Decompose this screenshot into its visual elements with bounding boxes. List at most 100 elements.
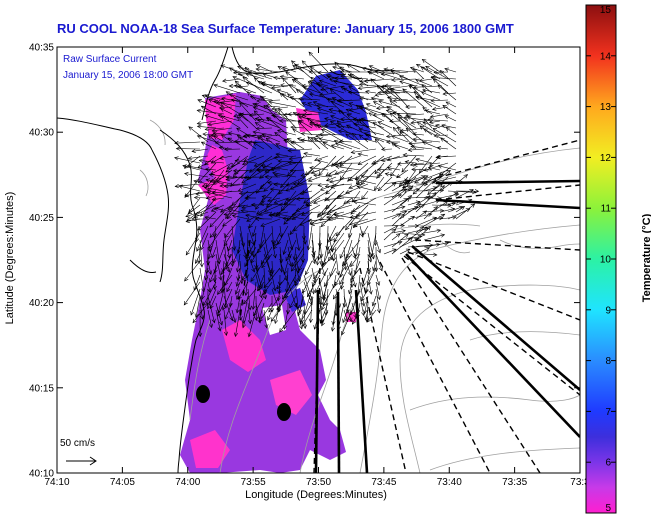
surface-current-vectors bbox=[174, 51, 480, 338]
current-vector bbox=[372, 122, 393, 136]
current-vector bbox=[399, 80, 417, 87]
current-vector bbox=[383, 67, 401, 73]
current-vector bbox=[211, 190, 241, 195]
current-vector bbox=[240, 208, 257, 213]
current-vector bbox=[188, 126, 209, 143]
current-vector bbox=[287, 160, 313, 165]
current-vector bbox=[252, 130, 273, 136]
current-vector bbox=[420, 91, 441, 101]
current-vector bbox=[383, 248, 397, 255]
current-vector bbox=[309, 92, 337, 101]
current-vector bbox=[236, 116, 249, 129]
current-vector bbox=[307, 81, 329, 101]
current-vector bbox=[296, 137, 313, 143]
current-vector bbox=[195, 225, 201, 243]
current-vector bbox=[260, 246, 273, 265]
current-vector bbox=[255, 197, 265, 210]
current-vector bbox=[389, 100, 409, 115]
current-vector bbox=[290, 140, 305, 145]
current-vector bbox=[321, 128, 345, 143]
current-vector bbox=[415, 95, 433, 101]
current-vector bbox=[381, 85, 401, 101]
current-vector bbox=[248, 155, 273, 173]
current-vector bbox=[237, 71, 265, 77]
current-vector bbox=[259, 162, 281, 179]
current-vector bbox=[268, 295, 281, 313]
current-vector bbox=[303, 190, 321, 204]
current-vector bbox=[421, 176, 441, 184]
current-vector bbox=[254, 122, 265, 129]
color-bar-tick-label: 11 bbox=[601, 204, 612, 215]
current-vector bbox=[209, 211, 225, 228]
current-vector bbox=[184, 190, 209, 198]
current-vector bbox=[317, 211, 329, 216]
current-vector bbox=[350, 288, 361, 316]
current-vector bbox=[391, 236, 413, 255]
current-vector bbox=[207, 295, 216, 324]
current-vector bbox=[347, 225, 353, 238]
current-vector bbox=[381, 147, 393, 152]
x-tick-label: 73:50 bbox=[306, 477, 331, 488]
current-vector bbox=[345, 197, 369, 204]
current-vector bbox=[307, 218, 329, 223]
current-vector bbox=[330, 115, 345, 122]
current-vector bbox=[269, 187, 289, 192]
current-vector bbox=[351, 197, 377, 212]
current-vector bbox=[209, 218, 225, 239]
current-vector bbox=[197, 99, 217, 108]
current-vector bbox=[336, 302, 345, 331]
current-vector bbox=[239, 225, 246, 248]
current-vector bbox=[357, 155, 377, 165]
current-vector bbox=[341, 253, 353, 267]
current-vector bbox=[298, 260, 305, 271]
current-vector bbox=[445, 101, 457, 108]
current-vector bbox=[207, 288, 217, 310]
current-vector bbox=[391, 233, 401, 241]
current-vector bbox=[267, 180, 281, 186]
current-vector bbox=[263, 288, 268, 300]
current-vector bbox=[372, 260, 377, 272]
current-vector bbox=[380, 155, 409, 163]
current-vector bbox=[193, 179, 209, 185]
x-tick-label: 73:35 bbox=[502, 477, 527, 488]
current-vector bbox=[247, 140, 265, 145]
current-vector bbox=[267, 197, 281, 203]
current-vector bbox=[384, 172, 401, 178]
current-vector bbox=[405, 104, 416, 110]
current-vector bbox=[307, 136, 321, 150]
current-vector bbox=[196, 225, 209, 252]
current-vector bbox=[239, 260, 244, 285]
current-vector bbox=[336, 98, 361, 103]
current-vector bbox=[246, 133, 273, 143]
current-vector bbox=[407, 227, 430, 234]
current-vector bbox=[235, 274, 241, 287]
current-vector bbox=[327, 239, 345, 262]
current-vector bbox=[437, 84, 457, 101]
current-vector bbox=[407, 204, 426, 213]
current-vector bbox=[348, 218, 369, 226]
current-vector bbox=[352, 117, 377, 122]
current-vector bbox=[210, 204, 225, 212]
current-vector bbox=[455, 203, 476, 220]
current-vector bbox=[430, 76, 449, 87]
current-vector bbox=[439, 70, 457, 87]
current-vector bbox=[354, 178, 377, 185]
current-vector bbox=[280, 83, 297, 88]
current-vector bbox=[399, 175, 426, 185]
current-vector bbox=[254, 295, 259, 321]
current-vector bbox=[256, 204, 273, 215]
x-tick-label: 73:40 bbox=[437, 477, 462, 488]
current-vector bbox=[367, 239, 373, 259]
current-vector bbox=[383, 210, 408, 220]
current-vector bbox=[265, 104, 281, 109]
current-vector bbox=[274, 108, 289, 122]
current-vector bbox=[317, 159, 329, 164]
current-vector bbox=[277, 66, 289, 73]
current-vector bbox=[273, 75, 289, 80]
current-vector bbox=[415, 225, 431, 241]
current-vector bbox=[319, 132, 345, 137]
current-vector bbox=[361, 66, 377, 73]
current-vector bbox=[246, 211, 265, 222]
current-vector bbox=[351, 274, 357, 288]
current-vector bbox=[234, 281, 241, 295]
